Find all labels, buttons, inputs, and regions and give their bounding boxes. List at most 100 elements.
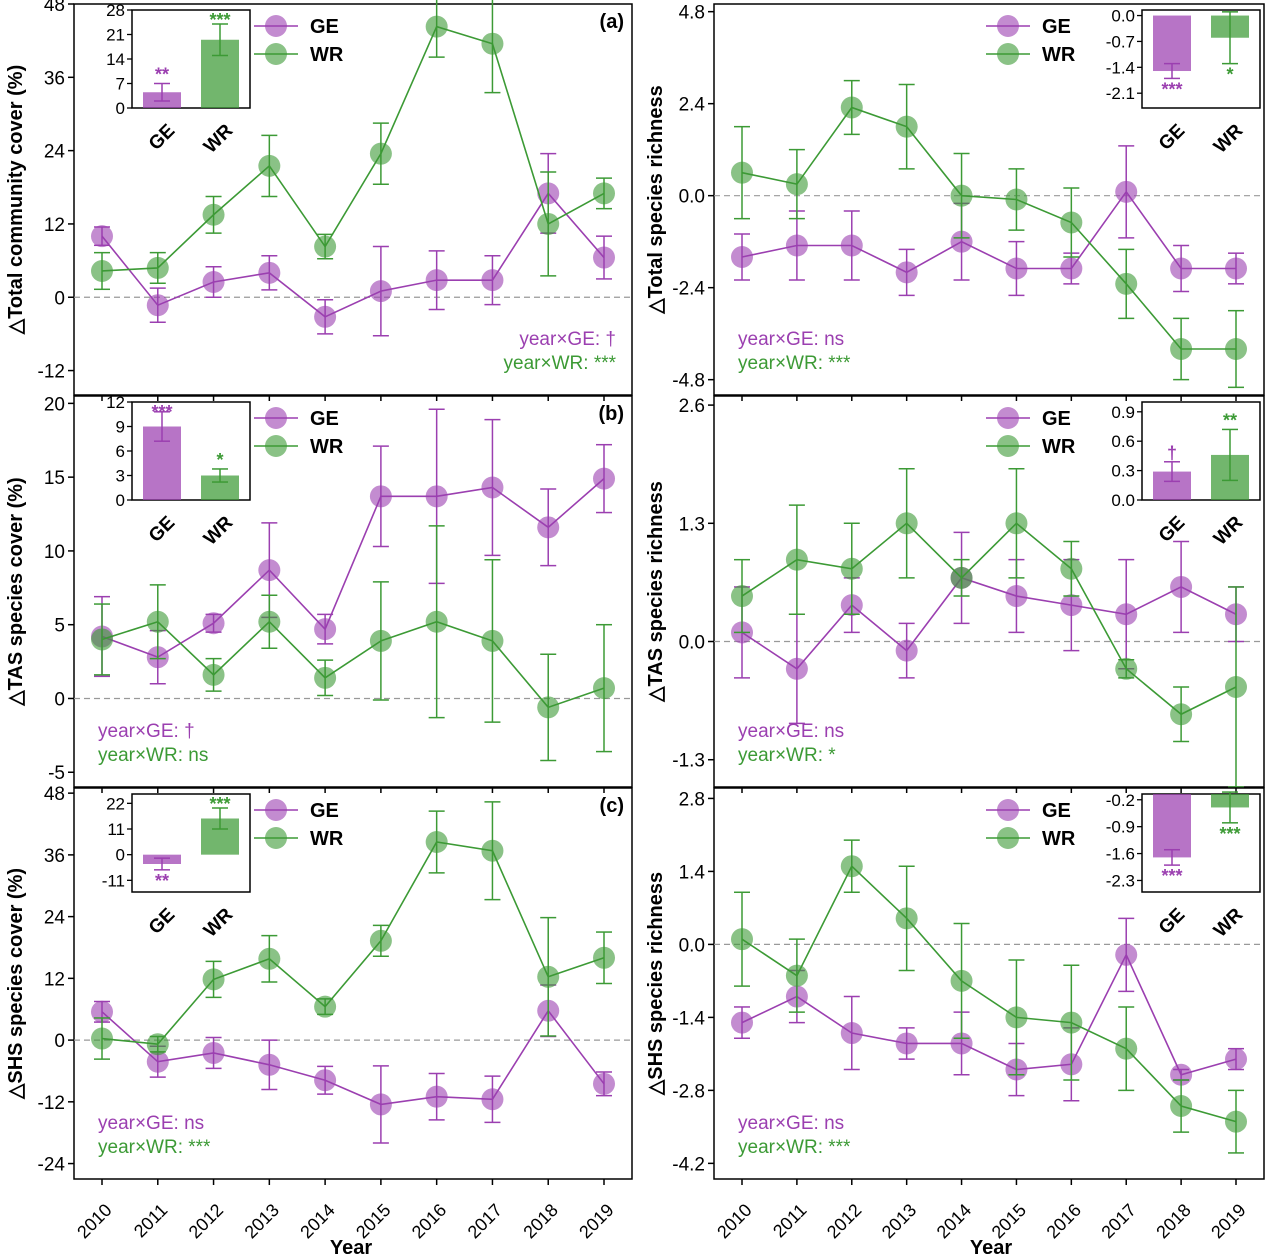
inset-category-label: WR bbox=[200, 120, 237, 157]
panel-e: 2.61.30.0-1.3△TAS species richness(e)GEW… bbox=[645, 395, 1265, 793]
panel-c: 48 36 24 12 0 -12 -24 2010 2011 2012 2013 2014 2015 2… bbox=[5, 784, 633, 1242]
y-tick-label: -2.8 bbox=[672, 1081, 705, 1102]
stat-annotation-ge: year×GE: ns bbox=[738, 1113, 844, 1134]
inset-y-tick-label: -0.9 bbox=[1106, 818, 1135, 837]
data-point-wr bbox=[91, 1027, 113, 1050]
data-point-wr bbox=[731, 585, 753, 608]
inset-y-tick-label: 14 bbox=[106, 50, 125, 69]
inset-y-tick-label: 21 bbox=[106, 26, 125, 45]
data-point-ge bbox=[202, 612, 225, 635]
inset-bar-chart: 22 11 0 -11 ** GE *** WR bbox=[102, 793, 251, 942]
data-point-ge bbox=[895, 1032, 918, 1055]
data-point-ge bbox=[369, 280, 392, 303]
inset-y-tick-label: 11 bbox=[107, 820, 125, 839]
data-point-wr bbox=[895, 907, 918, 930]
y-tick-label: 20 bbox=[44, 394, 65, 415]
x-tick-label: 2016 bbox=[1043, 1200, 1085, 1242]
data-point-wr bbox=[785, 964, 808, 987]
inset-category-label: GE bbox=[1155, 120, 1189, 154]
series-line-ge bbox=[101, 1009, 605, 1106]
panel-a: 48 36 24 12 0 -12 △Total community cover (%) (a… bbox=[5, 0, 633, 401]
data-point-ge bbox=[731, 246, 753, 268]
inset-y-tick-label: 0.3 bbox=[1111, 462, 1135, 481]
data-point-wr bbox=[202, 203, 225, 226]
inset-y-tick-label: 0 bbox=[116, 491, 125, 510]
data-point-ge bbox=[537, 516, 560, 539]
data-point-ge bbox=[481, 476, 504, 499]
y-tick-label: -5 bbox=[48, 763, 65, 784]
y-tick-label: 48 bbox=[44, 0, 65, 16]
inset-significance: *** bbox=[1161, 79, 1182, 99]
legend-marker-ge bbox=[265, 799, 287, 821]
plot-frame bbox=[713, 395, 1265, 788]
data-point-ge bbox=[425, 1085, 448, 1108]
stat-annotation-wr: year×WR: * bbox=[738, 745, 836, 766]
y-tick-label: 48 bbox=[44, 784, 65, 805]
data-point-ge bbox=[1115, 943, 1138, 966]
y-axis-title: △TAS species cover (%) bbox=[5, 477, 27, 706]
inset-y-tick-label: -2.1 bbox=[1106, 84, 1135, 103]
x-tick-label: 2012 bbox=[823, 1200, 865, 1242]
x-tick-label: 2015 bbox=[352, 1200, 394, 1242]
inset-y-tick-label: 0 bbox=[116, 99, 125, 118]
data-point-wr bbox=[1060, 1011, 1083, 1034]
data-point-ge bbox=[1170, 257, 1193, 280]
x-axis-title-left: Year bbox=[330, 1237, 372, 1259]
data-point-wr bbox=[1225, 1110, 1247, 1133]
inset-y-tick-label: 7 bbox=[116, 75, 125, 94]
inset-category-label: GE bbox=[1155, 904, 1189, 938]
data-point-ge bbox=[258, 1053, 281, 1076]
inset-category-label: WR bbox=[1210, 904, 1247, 941]
y-tick-label: 15 bbox=[44, 468, 65, 489]
inset-y-tick-label: 12 bbox=[106, 393, 125, 412]
inset-y-tick-label: 28 bbox=[106, 1, 125, 20]
data-point-wr bbox=[840, 557, 863, 580]
inset-bar-ge bbox=[1153, 794, 1191, 858]
panel-label: (b) bbox=[598, 403, 624, 425]
y-tick-label: 24 bbox=[44, 908, 66, 929]
data-point-wr bbox=[537, 696, 560, 719]
y-tick-label: 24 bbox=[44, 142, 66, 163]
data-point-ge bbox=[314, 1069, 337, 1092]
data-point-wr bbox=[1170, 703, 1193, 726]
legend-label-wr: WR bbox=[1042, 44, 1076, 66]
y-tick-label: -1.3 bbox=[672, 751, 705, 772]
stat-annotation-wr: year×WR: *** bbox=[504, 353, 617, 374]
legend-label-ge: GE bbox=[310, 800, 339, 822]
y-tick-label: 0 bbox=[54, 1031, 65, 1052]
x-tick-label: 2013 bbox=[241, 1200, 283, 1242]
data-point-ge bbox=[1170, 575, 1193, 598]
data-point-wr bbox=[840, 855, 863, 878]
x-tick-label: 2014 bbox=[296, 1200, 338, 1242]
data-point-ge bbox=[840, 234, 863, 257]
data-point-wr bbox=[369, 629, 392, 652]
inset-y-tick-label: 6 bbox=[116, 442, 125, 461]
data-point-wr bbox=[91, 628, 113, 651]
x-tick-label: 2019 bbox=[575, 1200, 617, 1242]
data-point-wr bbox=[593, 946, 615, 969]
inset-significance: *** bbox=[209, 794, 230, 814]
data-point-wr bbox=[785, 173, 808, 196]
inset-significance: † bbox=[1167, 443, 1177, 463]
data-point-ge bbox=[1225, 257, 1247, 280]
legend-label-wr: WR bbox=[1042, 436, 1076, 458]
inset-y-tick-label: 9 bbox=[116, 418, 125, 437]
legend-marker-wr bbox=[265, 43, 287, 65]
inset-y-tick-label: -11 bbox=[102, 871, 125, 890]
y-axis-title: △SHS species cover (%) bbox=[5, 868, 27, 1100]
data-point-wr bbox=[840, 96, 863, 119]
data-point-ge bbox=[425, 269, 448, 292]
data-point-ge bbox=[314, 618, 337, 641]
series-line-ge bbox=[741, 190, 1236, 274]
panel-label: (a) bbox=[600, 11, 624, 33]
y-tick-label: -12 bbox=[38, 1093, 65, 1114]
data-point-wr bbox=[146, 1033, 169, 1056]
inset-category-label: WR bbox=[200, 512, 237, 549]
panel-b: 20 15 10 5 0 -5 △TAS species cover (%) (b) GE WR y… bbox=[5, 393, 633, 793]
stat-annotation-ge: year×GE: ns bbox=[738, 329, 844, 350]
data-point-wr bbox=[950, 566, 973, 589]
data-point-wr bbox=[537, 212, 560, 235]
inset-y-tick-label: 22 bbox=[106, 794, 125, 813]
legend-marker-ge bbox=[265, 407, 287, 429]
data-point-wr bbox=[1115, 1037, 1138, 1060]
